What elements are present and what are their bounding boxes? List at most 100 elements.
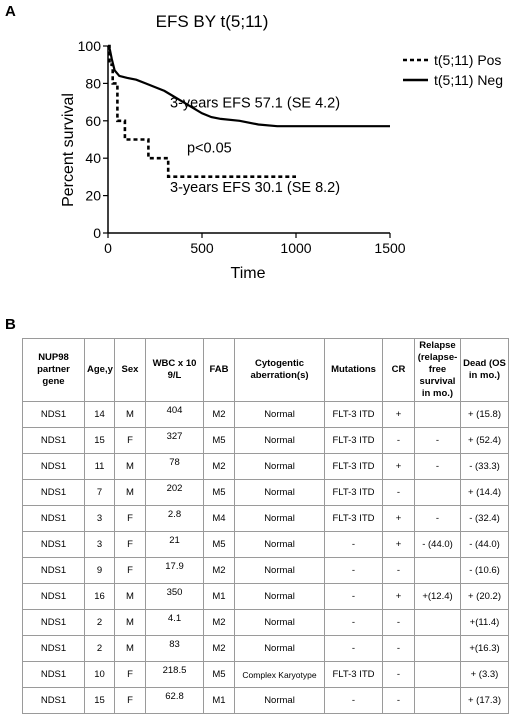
cell-cytogenetics: Normal <box>234 401 325 428</box>
cell-cr: + <box>382 453 415 480</box>
cell-fab: M2 <box>203 401 235 428</box>
x-tick-label: 500 <box>190 240 214 256</box>
cell-mutations: FLT-3 ITD <box>324 505 383 532</box>
x-tick-label: 1500 <box>374 240 405 256</box>
cell-fab: M2 <box>203 609 235 636</box>
cell-partner-gene: NDS1 <box>22 583 85 610</box>
y-tick-label: 60 <box>85 113 101 129</box>
cell-dead: + (3.3) <box>460 661 509 688</box>
cell-age: 2 <box>84 609 115 636</box>
chart-annotation: 3-years EFS 57.1 (SE 4.2) <box>170 96 340 112</box>
cell-partner-gene: NDS1 <box>22 531 85 558</box>
cell-fab: M2 <box>203 557 235 584</box>
cell-cr: + <box>382 583 415 610</box>
cell-cytogenetics: Normal <box>234 479 325 506</box>
cell-cytogenetics: Normal <box>234 635 325 662</box>
cell-relapse: - <box>414 453 461 480</box>
x-tick-label: 0 <box>104 240 112 256</box>
cell-relapse <box>414 557 461 584</box>
cell-mutations: FLT-3 ITD <box>324 427 383 454</box>
cell-partner-gene: NDS1 <box>22 557 85 584</box>
chart-annotation: 3-years EFS 30.1 (SE 8.2) <box>170 180 340 196</box>
cell-partner-gene: NDS1 <box>22 427 85 454</box>
cell-wbc: 350 <box>145 583 204 610</box>
cell-age: 7 <box>84 479 115 506</box>
cell-age: 9 <box>84 557 115 584</box>
cell-mutations: - <box>324 531 383 558</box>
cell-sex: M <box>114 635 146 662</box>
cell-cr: + <box>382 401 415 428</box>
cell-mutations: - <box>324 687 383 714</box>
cell-mutations: FLT-3 ITD <box>324 401 383 428</box>
header-cr: CR <box>382 338 415 402</box>
header-age: Age,y <box>84 338 115 402</box>
cell-wbc: 21 <box>145 531 204 558</box>
table-row: NDS1 3 F 21 M5 Normal - + - (44.0) - (44.0) <box>22 531 509 558</box>
cell-age: 2 <box>84 635 115 662</box>
cell-wbc: 2.8 <box>145 505 204 532</box>
cell-sex: F <box>114 661 146 688</box>
cell-mutations: FLT-3 ITD <box>324 661 383 688</box>
cell-age: 14 <box>84 401 115 428</box>
table-row: NDS1 14 M 404 M2 Normal FLT-3 ITD + + (15.8) <box>22 401 509 428</box>
header-cytogenetics: Cytogentic aberration(s) <box>234 338 325 402</box>
y-tick-label: 100 <box>78 38 102 54</box>
cell-sex: F <box>114 557 146 584</box>
cell-dead: + (15.8) <box>460 401 509 428</box>
cell-cytogenetics: Normal <box>234 687 325 714</box>
cell-wbc: 78 <box>145 453 204 480</box>
cell-dead: +(11.4) <box>460 609 509 636</box>
cell-sex: F <box>114 687 146 714</box>
y-axis-label: Percent survival <box>60 93 77 207</box>
cell-dead: - (44.0) <box>460 531 509 558</box>
header-fab: FAB <box>203 338 235 402</box>
header-partner-gene: NUP98 partner gene <box>22 338 85 402</box>
cell-cytogenetics: Normal <box>234 453 325 480</box>
cell-wbc: 4.1 <box>145 609 204 636</box>
table-row: NDS1 16 M 350 M1 Normal - + +(12.4) + (20.2) <box>22 583 509 610</box>
panel-b-label: B <box>5 316 16 333</box>
cell-relapse <box>414 609 461 636</box>
cell-relapse <box>414 687 461 714</box>
cell-cytogenetics: Normal <box>234 609 325 636</box>
cell-partner-gene: NDS1 <box>22 661 85 688</box>
cell-partner-gene: NDS1 <box>22 479 85 506</box>
cell-sex: M <box>114 453 146 480</box>
cell-sex: M <box>114 479 146 506</box>
cell-fab: M2 <box>203 635 235 662</box>
cell-cr: - <box>382 427 415 454</box>
y-tick-label: 40 <box>85 150 101 166</box>
cell-sex: F <box>114 427 146 454</box>
cell-wbc: 62.8 <box>145 687 204 714</box>
table-row: NDS1 2 M 83 M2 Normal - - +(16.3) <box>22 635 509 662</box>
cell-cytogenetics: Normal <box>234 583 325 610</box>
cell-cytogenetics: Normal <box>234 557 325 584</box>
cell-mutations: - <box>324 609 383 636</box>
cell-dead: - (10.6) <box>460 557 509 584</box>
cell-dead: + (17.3) <box>460 687 509 714</box>
cell-cr: - <box>382 479 415 506</box>
header-dead: Dead (OS in mo.) <box>460 338 509 402</box>
cell-sex: M <box>114 609 146 636</box>
cell-cytogenetics: Normal <box>234 427 325 454</box>
cell-relapse <box>414 401 461 428</box>
y-tick-label: 0 <box>93 225 101 241</box>
cell-sex: M <box>114 583 146 610</box>
table-row: NDS1 9 F 17.9 M2 Normal - - - (10.6) <box>22 557 509 584</box>
panel-a-label: A <box>5 3 16 20</box>
legend-label: t(5;11) Pos <box>434 52 501 68</box>
cell-age: 15 <box>84 427 115 454</box>
survival-chart: EFS BY t(5;11) Percent survival Time 0 20… <box>60 12 503 282</box>
cell-cr: - <box>382 661 415 688</box>
table-header-row: NUP98 partner gene Age,y Sex WBC x 10 9/… <box>22 338 509 402</box>
legend-label: t(5;11) Neg <box>434 72 503 88</box>
chart-annotation: p<0.05 <box>187 141 232 157</box>
cell-relapse <box>414 661 461 688</box>
cell-dead: +(16.3) <box>460 635 509 662</box>
cell-relapse: - <box>414 505 461 532</box>
cell-fab: M1 <box>203 583 235 610</box>
header-mutations: Mutations <box>324 338 383 402</box>
x-axis-label: Time <box>231 265 266 282</box>
cell-wbc: 202 <box>145 479 204 506</box>
header-sex: Sex <box>114 338 146 402</box>
